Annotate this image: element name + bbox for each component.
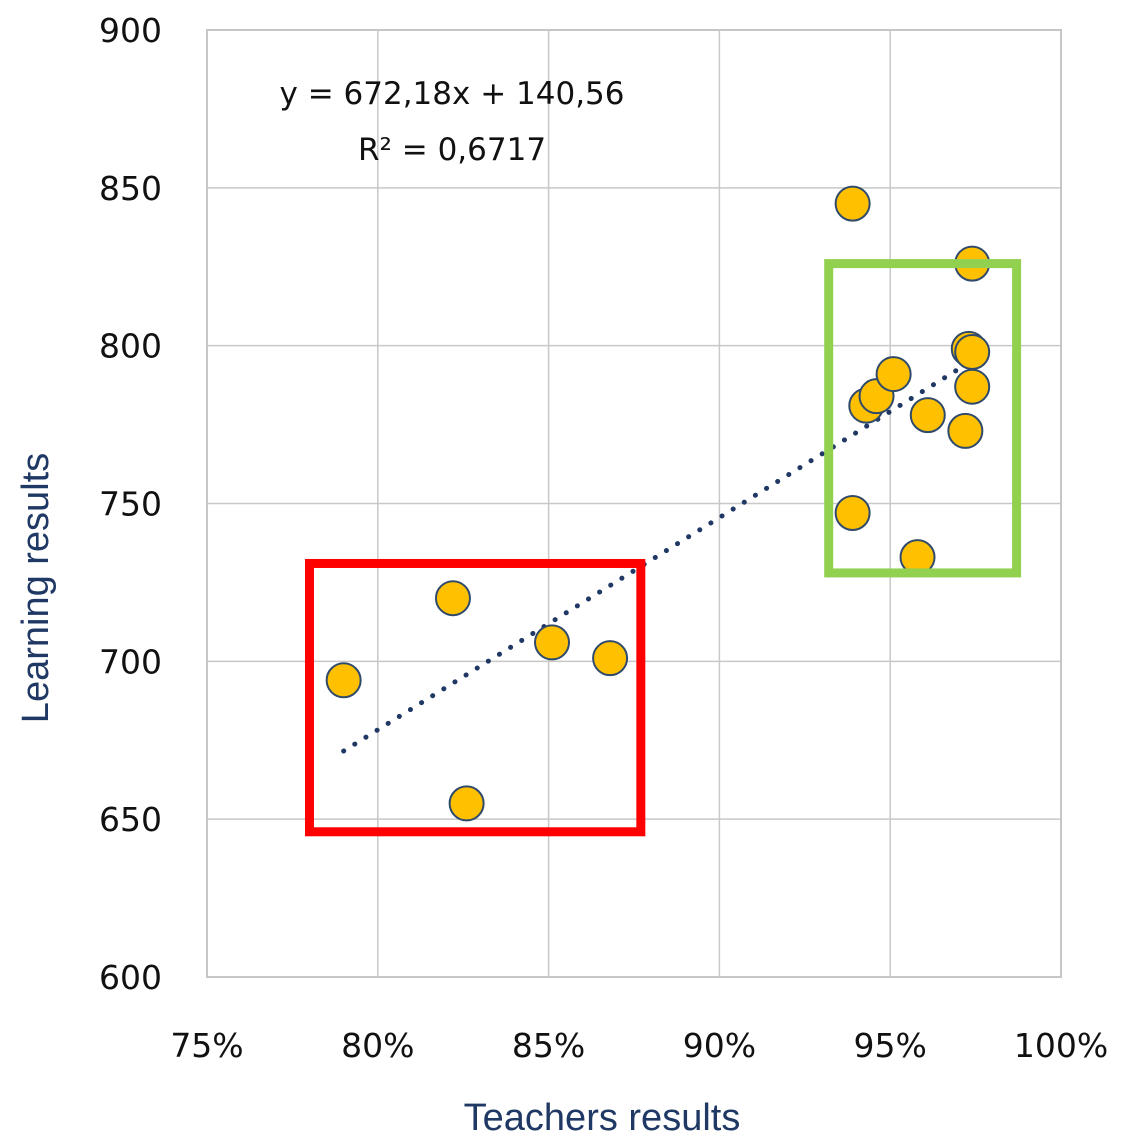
data-point [325, 662, 362, 699]
y-axis-title: Learning results [15, 453, 57, 723]
data-point [875, 356, 912, 393]
grid-lines [206, 29, 1062, 978]
x-tick-labels: 75% 80% 85% 90% 95% 100% [170, 1026, 1108, 1065]
highlight-boxes [304, 259, 1022, 837]
data-point [834, 494, 871, 531]
highlight-box-red [304, 558, 646, 837]
data-point [534, 624, 571, 661]
y-tick-label: 850 [99, 169, 162, 208]
trendline-group [341, 358, 975, 754]
data-point [954, 368, 991, 405]
y-tick-label: 900 [99, 11, 162, 50]
data-point [909, 397, 946, 434]
y-tick-label: 650 [99, 800, 162, 839]
data-point [954, 333, 991, 370]
y-tick-label: 600 [99, 958, 162, 997]
x-tick-label: 80% [341, 1026, 414, 1065]
y-tick-label: 800 [99, 327, 162, 366]
x-tick-label: 95% [854, 1026, 927, 1065]
highlight-box-green [824, 259, 1022, 578]
data-points [325, 185, 991, 822]
trendline [341, 358, 975, 754]
x-tick-label: 90% [683, 1026, 756, 1065]
data-point [434, 580, 471, 617]
data-point [592, 640, 629, 677]
x-axis-title: Teachers results [464, 1097, 741, 1137]
x-tick-label: 100% [1014, 1026, 1108, 1065]
trendline-r-squared: R² = 0,6717 [358, 132, 546, 168]
data-point [834, 185, 871, 222]
x-tick-label: 75% [170, 1026, 243, 1065]
trendline-equation: y = 672,18x + 140,56 [280, 76, 625, 112]
data-point [448, 785, 485, 822]
y-tick-label: 700 [99, 642, 162, 681]
data-point [947, 412, 984, 449]
x-tick-label: 85% [512, 1026, 585, 1065]
y-tick-label: 750 [99, 485, 162, 524]
y-tick-labels: 600 650 700 750 800 850 900 [99, 11, 162, 997]
